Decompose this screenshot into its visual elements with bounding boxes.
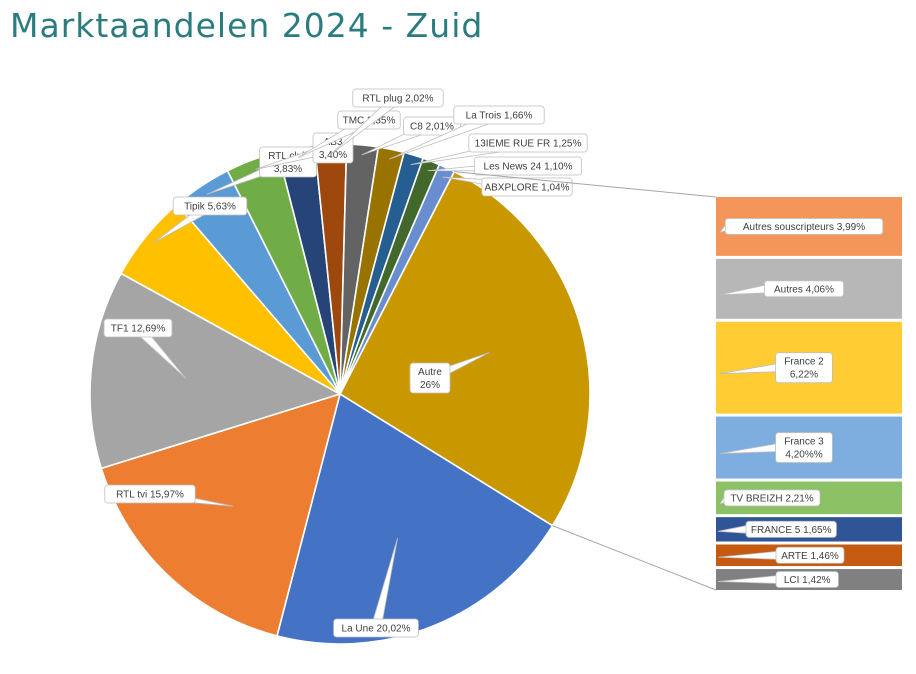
chart-title: Marktaandelen 2024 - Zuid (10, 6, 484, 45)
pie-slice-abxplore (339, 163, 456, 395)
bar-label-text: TV BREIZH 2,21% (730, 493, 813, 504)
pie (89, 143, 591, 645)
data-label-les-news-24: Les News 24 1,10% (427, 156, 582, 176)
data-label-text: ABXPLORE 1,04% (484, 183, 569, 194)
data-label-value: 3,83% (274, 164, 302, 175)
bar-label-text: LCI 1,42% (784, 575, 831, 586)
data-label-la-trois: La Trois 1,66% (389, 105, 545, 160)
bar-label-lci: LCI 1,42% (717, 571, 839, 588)
bar-label-value: 6,22% (790, 370, 818, 381)
bar-label-text: Autres 4,06% (774, 284, 834, 295)
bar-label-text: ARTE 1,46% (781, 551, 839, 562)
data-label-text: Les News 24 1,10% (484, 162, 573, 173)
data-label-text: TF1 12,69% (111, 324, 166, 335)
pie-slice-autre (338, 170, 591, 527)
data-label-text: RTL plug 2,02% (362, 94, 433, 105)
data-label-text: C8 2,01% (410, 122, 454, 133)
data-label-text: Autre (418, 367, 442, 378)
connector-line-bottom (552, 525, 717, 591)
data-label-text: La Trois 1,66% (466, 111, 533, 122)
bar-label-text: France 2 (784, 357, 824, 368)
data-label-autre: Autre 26% (409, 352, 490, 394)
pie-slice-la-une (276, 392, 554, 645)
bar-label-text: FRANCE 5 1,65% (751, 525, 832, 536)
data-label-rtl-plug: RTL plug 2,02% (330, 88, 444, 155)
data-label-13ieme-rue-fr: 13IEME RUE FR 1,25% (410, 133, 588, 166)
data-label-value: 3,40% (319, 150, 347, 161)
connector-line-top (454, 171, 717, 198)
data-label-c8: C8 2,01% (361, 116, 461, 156)
bar-label-value: 4,20%% (785, 450, 822, 461)
pie-labels: Autre 26% La Une 20,02% RTL tvi 15,97% TF1 1… (103, 88, 588, 638)
data-label-text: AB3 (324, 137, 343, 148)
data-label-text: RTL tvi 15,97% (116, 490, 184, 501)
data-label-value: 26% (420, 380, 440, 391)
bar-label-tv-breizh: TV BREIZH 2,21% (719, 489, 821, 507)
data-label-text: RTL club (268, 151, 308, 162)
bar-label-autres-souscripteurs: Autres souscripteurs 3,99% (719, 218, 884, 235)
data-label-rtl-tvi: RTL tvi 15,97% (104, 484, 234, 507)
stacked-bar: Autres souscripteurs 3,99% Autres 4,06% Fr… (716, 197, 902, 590)
bar-label-arte: ARTE 1,46% (717, 546, 845, 564)
data-label-tipik: Tipik 5,63% (153, 196, 248, 244)
data-label-text: Tipik 5,63% (184, 202, 236, 213)
data-label-text: La Une 20,02% (342, 624, 411, 635)
bar-label-text: France 3 (784, 437, 824, 448)
data-label-la-une: La Une 20,02% (333, 537, 419, 638)
bar-label-text: Autres souscripteurs 3,99% (743, 222, 865, 233)
data-label-abxplore: ABXPLORE 1,04% (442, 176, 573, 197)
bar-label-france-2: France 2 6,22% (719, 352, 833, 384)
bar-label-autres: Autres 4,06% (719, 280, 845, 298)
bar-label-france-3: France 3 4,20%% (719, 432, 833, 463)
data-label-text: 13IEME RUE FR 1,25% (475, 139, 582, 150)
data-label-tf1: TF1 12,69% (103, 318, 187, 379)
bar-label-france-5: FRANCE 5 1,65% (717, 520, 837, 538)
